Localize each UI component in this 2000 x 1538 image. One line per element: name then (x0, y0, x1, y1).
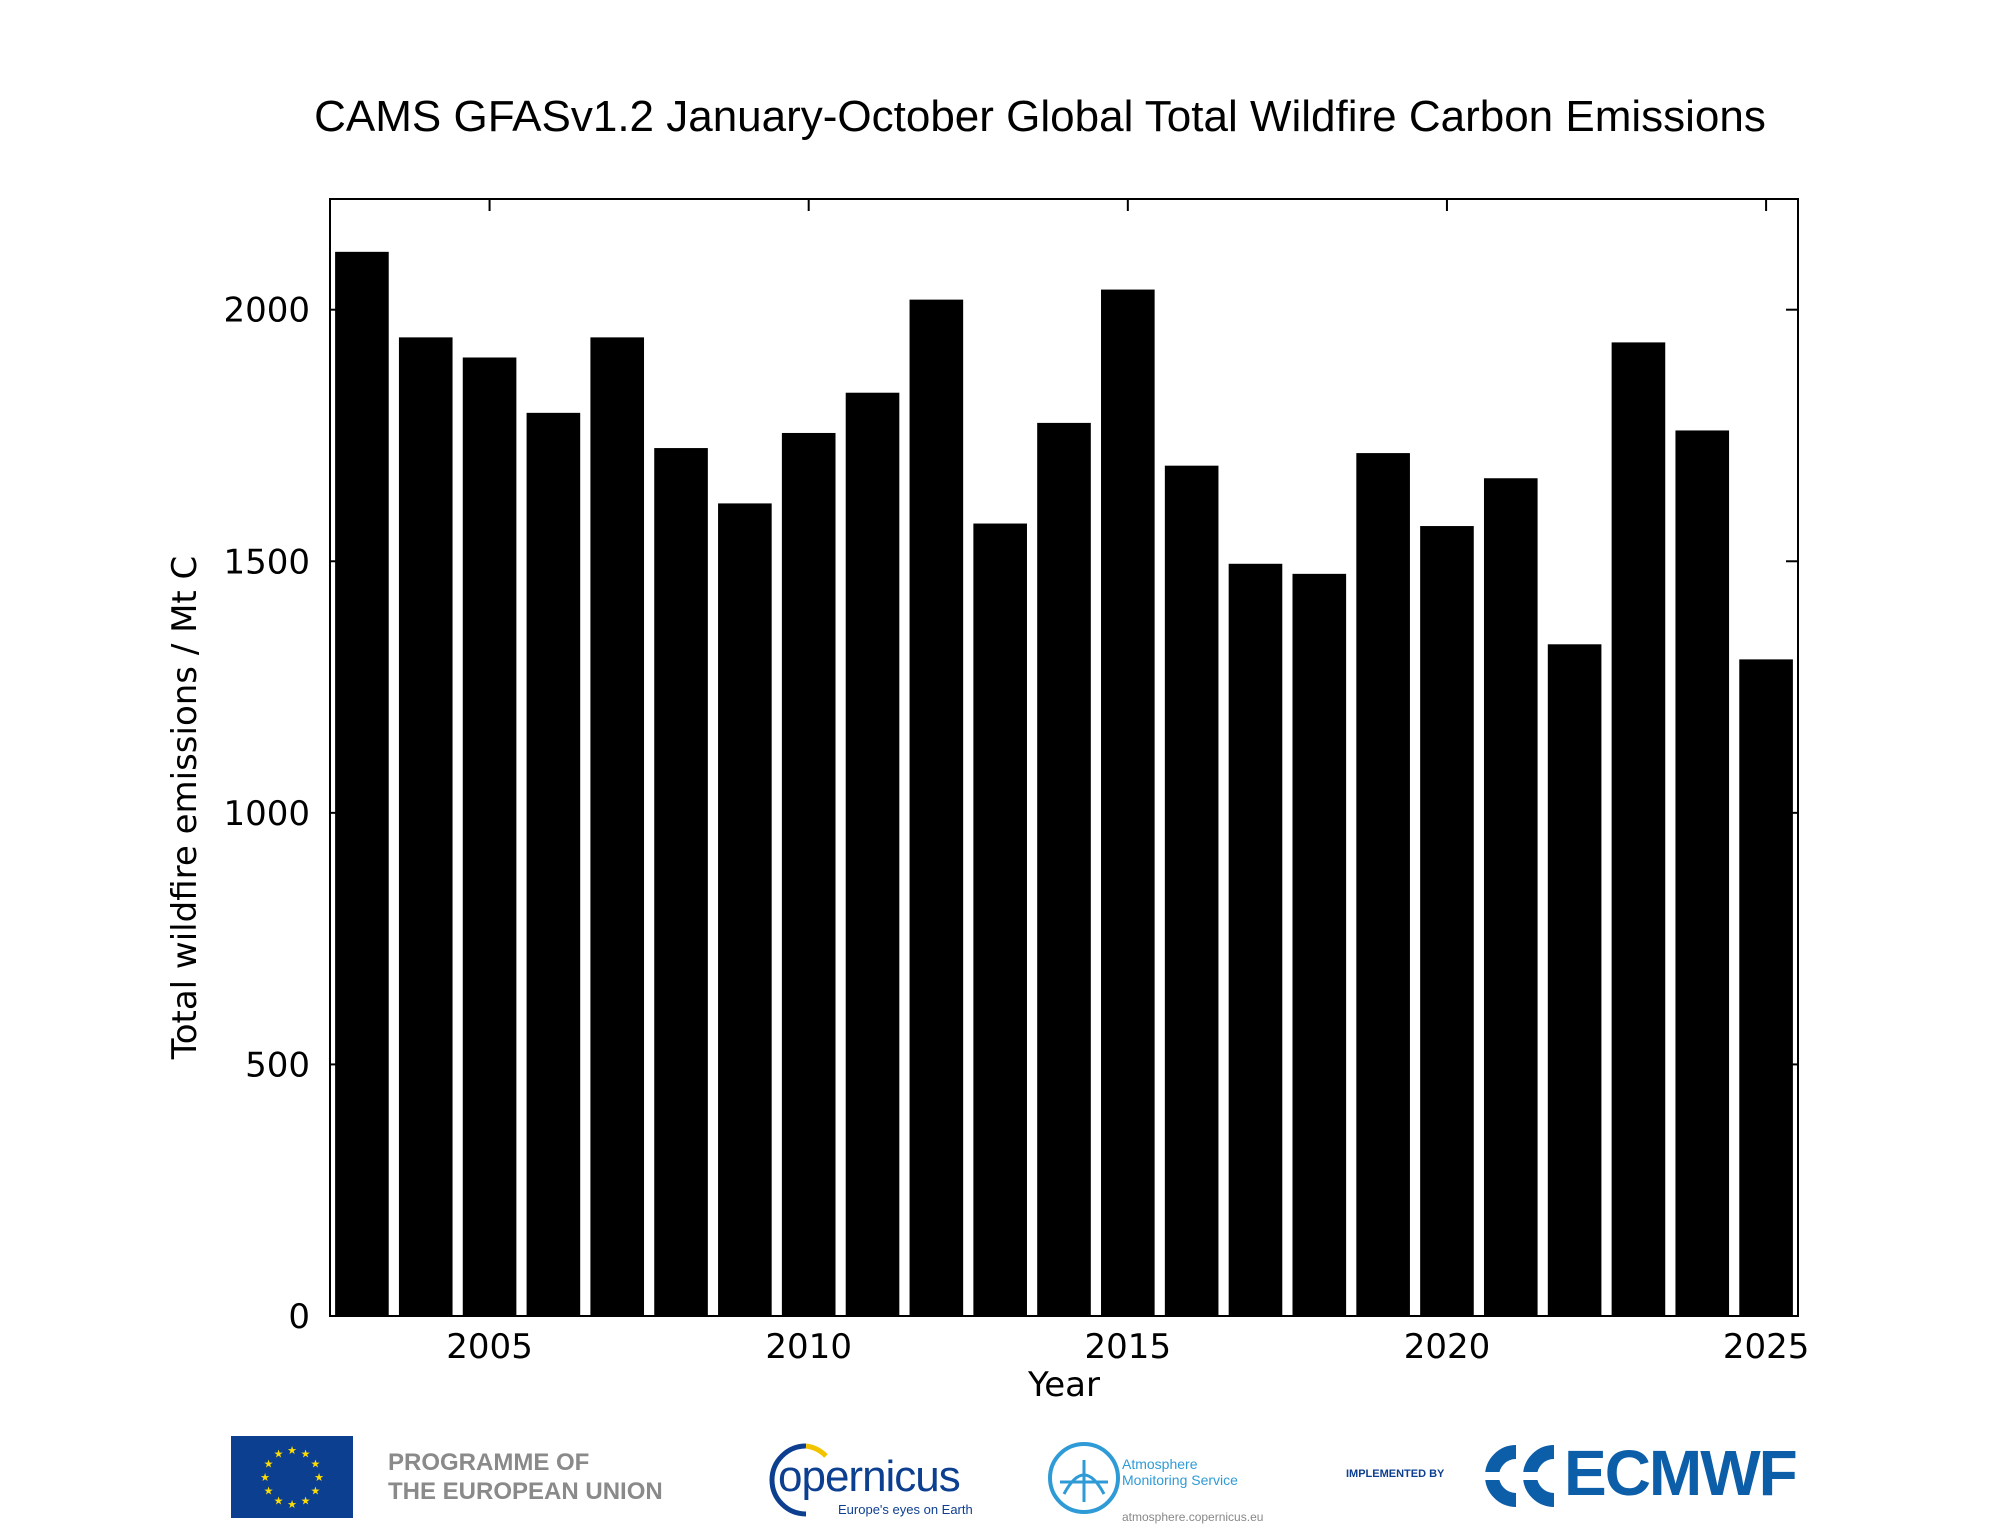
bar-2010 (781, 432, 836, 1317)
eu-star-icon: ★ (301, 1448, 311, 1461)
cams-name-line1: Atmosphere (1122, 1456, 1198, 1472)
x-axis-label: Year (1027, 1365, 1100, 1400)
y-tick-label: 0 (288, 1297, 310, 1337)
eu-star-icon: ★ (314, 1471, 324, 1484)
copernicus-tagline: Europe's eyes on Earth (838, 1502, 973, 1517)
x-tick-label: 2005 (446, 1327, 533, 1367)
cams-globe-icon (1048, 1442, 1120, 1514)
bar-2017 (1228, 563, 1283, 1316)
bar-2021 (1483, 478, 1538, 1316)
ecmwf-symbol-icon (1482, 1445, 1562, 1507)
ticks-group: 2005 2010 2015 2020 2025 0 500 1000 1500 2000 (223, 199, 1809, 1367)
bar-2003 (335, 251, 389, 1317)
eu-programme-text: PROGRAMME OF THE EUROPEAN UNION (388, 1448, 663, 1506)
eu-star-icon: ★ (274, 1494, 284, 1507)
bar-2025 (1739, 659, 1793, 1316)
copernicus-wordmark: opernicus (778, 1452, 961, 1501)
eu-text-line1: PROGRAMME OF (388, 1449, 590, 1476)
bar-2008 (654, 448, 708, 1317)
cams-logo: Atmosphere Monitoring Service atmosphere… (1040, 1432, 1300, 1528)
y-axis-label: Total wildfire emissions / Mt C (165, 556, 205, 1061)
x-tick-label: 2010 (765, 1327, 852, 1367)
bar-2014 (1037, 422, 1091, 1316)
bar-2022 (1547, 644, 1602, 1316)
bar-2011 (845, 392, 900, 1316)
bar-2024 (1675, 430, 1730, 1316)
y-tick-label: 500 (245, 1045, 310, 1085)
bar-2012 (909, 299, 964, 1317)
plot-frame (329, 198, 1799, 1317)
eu-star-icon: ★ (287, 1498, 297, 1511)
bar-2018 (1292, 573, 1347, 1316)
bar-2007 (590, 337, 645, 1316)
eu-text-line2: THE EUROPEAN UNION (388, 1478, 663, 1505)
eu-star-icon: ★ (287, 1444, 297, 1457)
bar-2023 (1611, 342, 1666, 1316)
bar-2013 (973, 523, 1027, 1316)
bar-2016 (1164, 465, 1219, 1317)
implemented-by-label: IMPLEMENTED BY (1346, 1468, 1445, 1480)
x-tick-label: 2015 (1085, 1327, 1172, 1367)
x-tick-label: 2025 (1723, 1327, 1810, 1367)
ecmwf-logo: ECMWF (1476, 1437, 1806, 1512)
bar-2019 (1356, 453, 1410, 1316)
x-tick-label: 2020 (1404, 1327, 1491, 1367)
eu-star-icon: ★ (301, 1494, 311, 1507)
bar-chart: 2005 2010 2015 2020 2025 0 500 1000 1500 2000 Yea… (165, 198, 1809, 1400)
eu-star-icon: ★ (274, 1448, 284, 1461)
eu-star-icon: ★ (260, 1471, 270, 1484)
logo-strip: ★ ★ ★ ★ ★ ★ ★ ★ ★ ★ ★ ★ PROGRAMME OF THE EUROPEAN U… (0, 1420, 2000, 1530)
bar-2004 (398, 337, 453, 1316)
bar-2020 (1420, 526, 1474, 1316)
bar-2015 (1101, 289, 1155, 1316)
copernicus-logo: opernicus Europe's eyes on Earth (742, 1434, 982, 1524)
eu-star-icon: ★ (310, 1458, 320, 1471)
eu-star-icon: ★ (264, 1458, 274, 1471)
bars-group (335, 251, 1793, 1317)
eu-flag-icon: ★ ★ ★ ★ ★ ★ ★ ★ ★ ★ ★ ★ (231, 1436, 353, 1518)
copernicus-c-icon (769, 1443, 828, 1517)
bar-2009 (718, 503, 772, 1316)
eu-star-icon: ★ (264, 1485, 274, 1498)
bar-2005 (462, 357, 517, 1316)
y-tick-label: 1000 (223, 794, 310, 834)
cams-url: atmosphere.copernicus.eu (1122, 1510, 1264, 1524)
chart-title: CAMS GFASv1.2 January-October Global Tot… (314, 92, 1766, 141)
ecmwf-wordmark: ECMWF (1564, 1437, 1798, 1509)
cams-name-line2: Monitoring Service (1122, 1472, 1238, 1488)
y-tick-label: 1500 (223, 542, 310, 582)
y-tick-label: 2000 (223, 291, 310, 331)
bar-2006 (526, 412, 581, 1316)
eu-star-icon: ★ (310, 1485, 320, 1498)
